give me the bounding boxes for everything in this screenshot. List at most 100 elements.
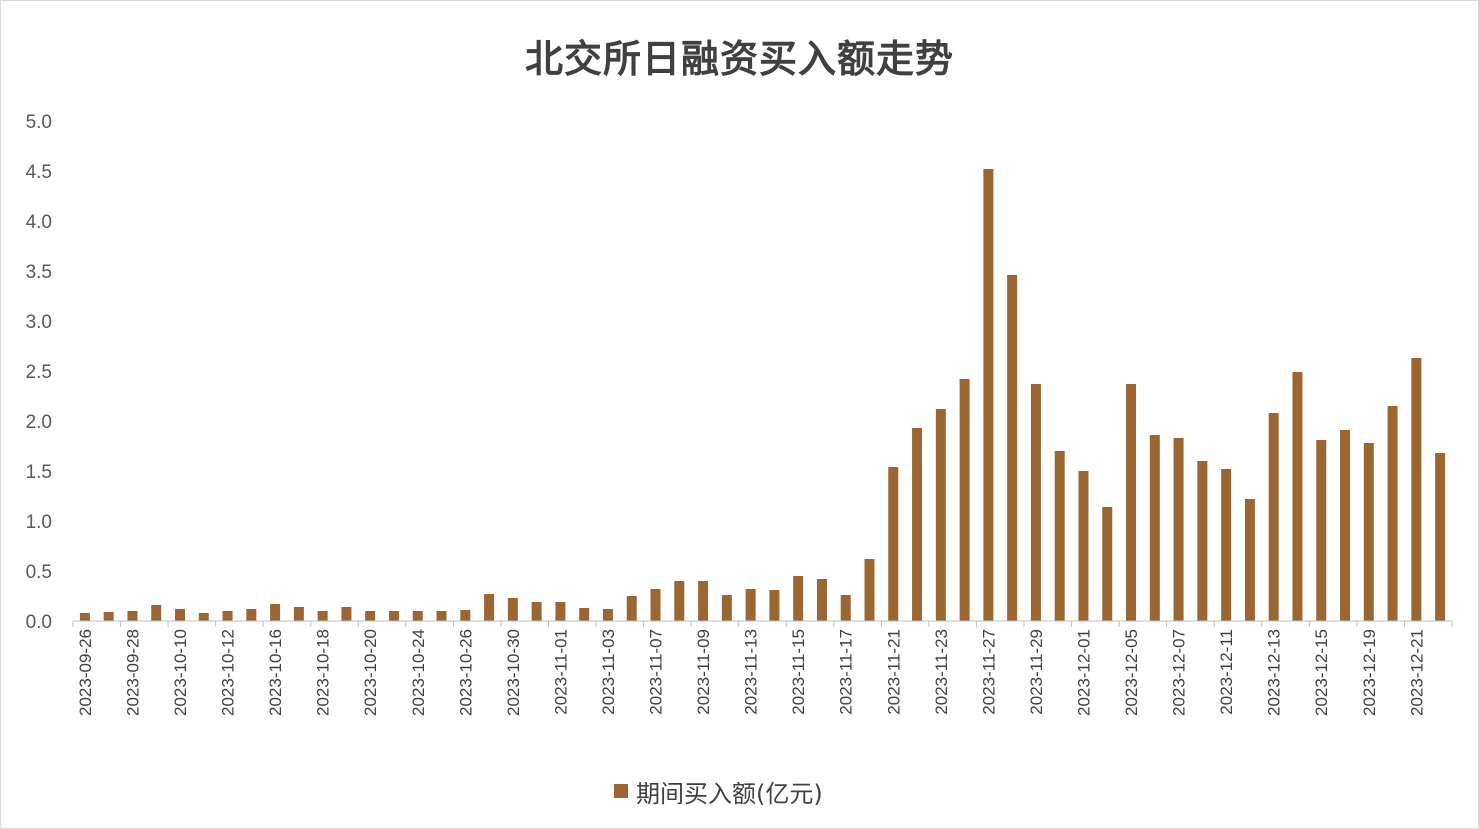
y-tick-label: 2.0 — [26, 412, 52, 433]
x-tick-label: 2023-11-21 — [884, 629, 903, 715]
bar — [1126, 384, 1137, 621]
bar — [840, 595, 851, 621]
bar — [769, 590, 780, 621]
bar — [1316, 440, 1327, 621]
x-tick-label: 2023-10-12 — [219, 629, 238, 716]
legend-swatch — [614, 784, 628, 798]
x-tick-label: 2023-11-03 — [599, 629, 618, 715]
bar — [246, 609, 257, 621]
x-tick-label: 2023-10-26 — [456, 629, 475, 716]
bar — [79, 613, 90, 621]
legend: 期间买入额(亿元) — [614, 775, 823, 808]
bar — [388, 611, 399, 621]
y-tick-label: 0.5 — [26, 562, 52, 583]
bar — [341, 607, 352, 621]
x-tick-label: 2023-11-15 — [789, 629, 808, 715]
bar — [555, 602, 566, 621]
x-tick-label: 2023-11-27 — [979, 629, 998, 715]
bar — [1173, 438, 1184, 621]
bar — [1149, 435, 1160, 621]
bar — [602, 609, 613, 621]
bar — [127, 611, 138, 621]
bar — [317, 611, 328, 621]
bar — [436, 611, 447, 621]
bar — [1030, 384, 1041, 621]
bar — [1197, 461, 1208, 621]
bar — [888, 467, 899, 621]
x-tick-label: 2023-11-09 — [694, 629, 713, 715]
bar — [412, 611, 423, 621]
x-tick-label: 2023-11-17 — [837, 629, 856, 715]
x-tick-label: 2023-09-26 — [76, 629, 95, 716]
bar — [1078, 471, 1089, 621]
bar — [484, 594, 495, 621]
x-tick-label: 2023-12-19 — [1360, 629, 1379, 716]
bar — [1054, 451, 1065, 621]
bar — [1292, 372, 1303, 621]
bar — [1411, 358, 1422, 621]
x-tick-label: 2023-10-16 — [266, 629, 285, 716]
bar — [1340, 430, 1351, 621]
bar — [1435, 453, 1446, 621]
bar — [983, 169, 994, 621]
bar — [579, 608, 590, 621]
x-tick-label: 2023-10-30 — [504, 629, 523, 716]
bar — [222, 611, 233, 621]
bar — [650, 589, 661, 621]
bar — [698, 581, 709, 621]
y-tick-label: 3.0 — [26, 312, 52, 333]
bar — [293, 607, 304, 621]
bar — [1221, 469, 1232, 621]
y-tick-label: 4.0 — [26, 212, 52, 233]
x-tick-label: 2023-12-11 — [1217, 629, 1236, 715]
bar — [959, 379, 970, 621]
chart-title: 北交所日融资买入额走势 — [524, 37, 954, 81]
bar — [912, 428, 923, 621]
bar — [674, 581, 685, 621]
bar — [175, 609, 185, 621]
bar — [864, 559, 875, 621]
bar — [270, 604, 281, 621]
y-tick-label: 1.5 — [26, 462, 52, 483]
bar — [626, 596, 637, 621]
bar — [1268, 413, 1279, 621]
bar — [935, 409, 946, 621]
bar — [531, 602, 542, 621]
x-tick-label: 2023-11-07 — [647, 629, 666, 715]
x-tick-label: 2023-10-24 — [409, 629, 428, 716]
x-tick-label: 2023-12-21 — [1407, 629, 1426, 716]
bar — [816, 579, 827, 621]
legend-label: 期间买入额(亿元) — [636, 779, 823, 808]
bar — [103, 612, 114, 621]
x-tick-label: 2023-12-07 — [1170, 629, 1189, 716]
bar — [745, 589, 756, 621]
y-tick-label: 2.5 — [26, 362, 52, 383]
x-tick-label: 2023-11-13 — [742, 629, 761, 715]
bar — [793, 576, 804, 621]
x-tick-label: 2023-09-28 — [123, 629, 142, 716]
x-tick-label: 2023-12-05 — [1122, 629, 1141, 716]
bar — [365, 611, 376, 621]
bar — [1363, 443, 1374, 621]
bar — [1387, 406, 1398, 621]
bar — [507, 598, 518, 621]
y-tick-label: 1.0 — [26, 512, 52, 533]
x-tick-label: 2023-10-20 — [361, 629, 380, 716]
bar — [1244, 499, 1255, 621]
bar — [151, 605, 162, 621]
x-tick-label: 2023-12-15 — [1312, 629, 1331, 716]
y-tick-label: 5.0 — [26, 112, 52, 133]
bar — [1007, 275, 1018, 621]
x-tick-label: 2023-11-29 — [1027, 629, 1046, 715]
bar — [198, 613, 209, 621]
x-tick-label: 2023-11-23 — [932, 629, 951, 715]
x-tick-label: 2023-11-01 — [551, 629, 570, 715]
bar — [1102, 507, 1113, 621]
x-tick-label: 2023-10-10 — [171, 629, 190, 716]
x-tick-label: 2023-12-01 — [1074, 629, 1093, 716]
y-tick-label: 0.0 — [26, 612, 52, 633]
y-tick-label: 3.5 — [26, 262, 52, 283]
x-tick-label: 2023-12-13 — [1265, 629, 1284, 716]
